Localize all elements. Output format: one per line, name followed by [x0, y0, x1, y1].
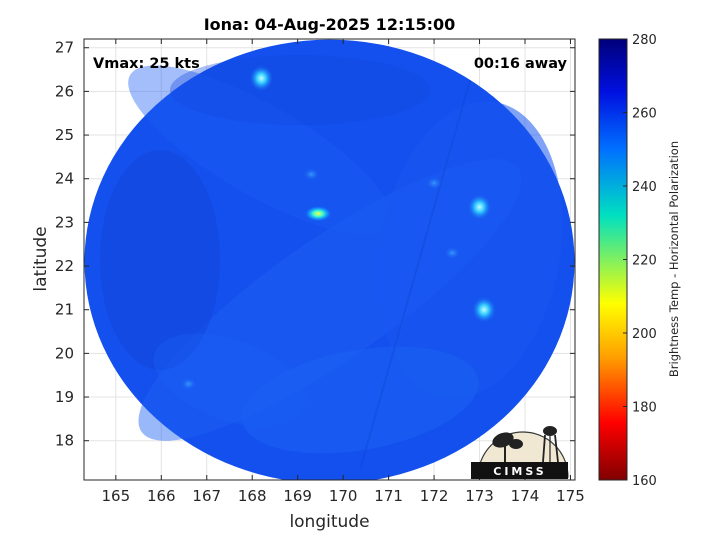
x-tick-label: 167	[192, 487, 221, 505]
swath-layer	[84, 39, 575, 480]
x-tick-label: 170	[329, 487, 358, 505]
logo-dish-right	[509, 439, 523, 449]
swath-band	[170, 55, 430, 125]
y-tick-label: 19	[55, 388, 74, 406]
y-axis-ticks: 18 19 20 21 22 23 24 25 26 27	[55, 39, 575, 450]
y-tick-label: 18	[55, 432, 74, 450]
swath-band	[128, 65, 392, 235]
y-tick-label: 21	[55, 301, 74, 319]
chart-title: Iona: 04-Aug-2025 12:15:00	[204, 15, 456, 34]
cold-cloud-feature	[249, 65, 274, 92]
x-tick-label: 165	[102, 487, 131, 505]
cimss-logo: CIMSS	[471, 426, 569, 479]
colorbar-ticks: 160 180 200 220 240 260 280	[623, 33, 657, 489]
x-axis-label: longitude	[289, 512, 369, 532]
swath-seam	[359, 79, 471, 471]
swath-band	[377, 101, 563, 399]
x-tick-label: 175	[556, 487, 585, 505]
colorbar-tick-label: 260	[632, 107, 657, 122]
y-axis-label: latitude	[31, 226, 51, 291]
logo-banner	[471, 462, 568, 479]
colorbar-tick-label: 240	[632, 180, 657, 195]
y-tick-label: 25	[55, 126, 74, 144]
time-offset-annotation: 00:16 away	[474, 56, 568, 72]
cold-cloud-feature	[472, 296, 497, 323]
swath-band	[153, 333, 307, 427]
x-tick-label: 174	[511, 487, 540, 505]
x-tick-label: 171	[374, 487, 403, 505]
logo-dish-left	[492, 432, 514, 448]
x-tick-label: 166	[147, 487, 176, 505]
colorbar-tick-label: 220	[632, 254, 657, 269]
x-tick-label: 169	[283, 487, 312, 505]
swath-features	[179, 65, 497, 391]
cold-cloud-feature	[302, 167, 321, 182]
cold-cloud-feature	[179, 376, 198, 391]
x-axis-ticks: 165 166 167 168 169 170 171 172 173 174 175	[102, 39, 585, 505]
colorbar-tick-label: 160	[632, 474, 657, 489]
swath-band	[241, 346, 479, 454]
cold-cloud-feature	[467, 194, 492, 221]
logo-tower-leg	[542, 434, 546, 463]
logo-tower-leg	[554, 434, 559, 463]
y-tick-label: 24	[55, 170, 74, 188]
colorbar-tick-label: 280	[632, 33, 657, 48]
colorbar-tick-label: 200	[632, 327, 657, 342]
y-tick-label: 23	[55, 213, 74, 231]
y-tick-label: 20	[55, 344, 74, 362]
swath-texture	[100, 55, 563, 471]
y-tick-label: 22	[55, 257, 74, 275]
colorbar-tick-label: 180	[632, 401, 657, 416]
vmax-annotation: Vmax: 25 kts	[93, 56, 200, 72]
axes-box	[83, 38, 576, 481]
swath-band	[100, 150, 220, 370]
logo-tower-tank	[543, 426, 557, 436]
cold-cloud-feature	[304, 205, 333, 222]
y-tick-label: 26	[55, 82, 74, 100]
colorbar-label: Brightness Temp - Horizontal Polarizatio…	[667, 141, 681, 377]
logo-text: CIMSS	[493, 465, 546, 478]
x-tick-label: 172	[420, 487, 449, 505]
colorbar	[598, 38, 628, 481]
x-tick-label: 173	[465, 487, 494, 505]
y-tick-label: 27	[55, 39, 74, 57]
cold-cloud-feature	[425, 176, 444, 191]
cold-cloud-feature	[443, 245, 462, 260]
x-tick-label: 168	[238, 487, 267, 505]
